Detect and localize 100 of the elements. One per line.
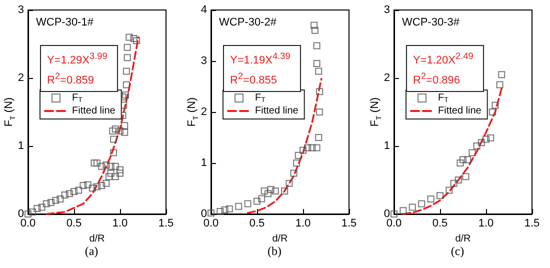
x-tick-label: 0.5: [249, 218, 265, 230]
y-tick-label: 1: [384, 140, 390, 152]
point: [102, 162, 110, 169]
point: [316, 88, 324, 96]
point: [316, 108, 324, 116]
annotation: Y=1.19X$^{4.39}$: [230, 50, 292, 69]
x-axis-title: d/R: [455, 233, 471, 244]
point: [315, 134, 322, 141]
point: [66, 190, 73, 198]
point: [133, 37, 140, 44]
annotation: R$^{2}$=0.859: [47, 70, 95, 88]
point: [94, 160, 100, 166]
text: (a): [84, 244, 100, 259]
point: [130, 35, 138, 42]
point: [294, 152, 302, 159]
point: [313, 144, 320, 152]
point: [313, 60, 320, 68]
point: [112, 162, 119, 170]
point: [488, 108, 496, 116]
point: [94, 183, 100, 190]
point: [121, 128, 128, 136]
point: [110, 149, 118, 156]
x-axis-title: d/R: [89, 233, 105, 244]
point: [400, 207, 407, 214]
point: [482, 136, 490, 143]
point: [48, 198, 54, 206]
y-tick-label: 0: [200, 208, 207, 220]
y-tick-label: 4: [200, 4, 207, 16]
point: [258, 195, 266, 202]
point: [460, 156, 466, 164]
x-tick-label: 0.0: [386, 218, 402, 230]
point: [56, 196, 64, 203]
x-tick-label: 0.0: [203, 218, 219, 230]
point: [313, 42, 320, 50]
point: [308, 144, 316, 152]
point: [226, 205, 233, 212]
text-box: Y=1.19X$^{4.39}$ R$^{2}$=0.855: [223, 45, 301, 92]
x-tick-label: 1.0: [112, 218, 128, 230]
x-tick-label: 1.0: [478, 218, 494, 230]
point: [408, 204, 416, 211]
y-tick-label: 1: [18, 140, 24, 152]
point: [462, 173, 470, 180]
point: [75, 186, 82, 194]
point: [427, 196, 434, 203]
annotation: R$^{2}$=0.896: [413, 70, 461, 88]
point: [235, 202, 242, 210]
point: [90, 160, 98, 166]
y-tick-label: 2: [384, 72, 390, 84]
x-tick-label: 1.0: [295, 218, 311, 230]
point: [84, 181, 92, 188]
point: [61, 191, 68, 198]
text-box: Y=1.29X$^{3.99}$ R$^{2}$=0.859: [40, 45, 118, 92]
point: [98, 182, 106, 189]
point: [122, 92, 130, 98]
point: [300, 146, 306, 154]
x-tick-label: 1.5: [158, 218, 174, 230]
point: [390, 210, 398, 218]
text: (c): [450, 244, 466, 259]
point: [310, 22, 318, 29]
point: [436, 192, 444, 200]
point: [244, 200, 252, 208]
text: WCP-30-1#: [36, 16, 94, 28]
point: [208, 209, 214, 216]
y-tick-label: 3: [384, 4, 390, 16]
y-tick-label: 0: [18, 208, 24, 220]
point: [112, 126, 119, 132]
point: [116, 170, 124, 177]
text-box: Y=1.20X$^{2.49}$ R$^{2}$=0.896: [406, 45, 484, 92]
point: [126, 34, 133, 41]
legend-label: Fitted line: [438, 106, 482, 116]
point: [88, 184, 96, 192]
point: [290, 170, 298, 177]
point: [52, 196, 60, 204]
point: [446, 186, 453, 194]
point: [121, 122, 128, 130]
point: [221, 206, 228, 214]
point: [102, 180, 110, 187]
point: [29, 208, 36, 216]
x-tick-label: 0.5: [66, 218, 82, 230]
point: [24, 210, 32, 218]
point: [110, 136, 118, 143]
y-tick-label: 3: [18, 4, 24, 16]
x-tick-label: 1.5: [524, 218, 540, 230]
legend-label: Fitted line: [72, 106, 116, 116]
point: [109, 128, 116, 135]
point: [454, 176, 462, 184]
point: [34, 205, 41, 212]
point: [38, 204, 46, 211]
text: WCP-30-3#: [402, 16, 460, 28]
point: [456, 160, 464, 166]
point: [254, 198, 260, 205]
point: [478, 139, 485, 146]
annotation: R$^{2}$=0.855: [230, 70, 278, 88]
point: [107, 170, 114, 177]
point: [450, 180, 458, 187]
annotation: Y=1.29X$^{3.99}$: [47, 50, 108, 69]
point: [286, 180, 293, 187]
point: [112, 173, 119, 180]
point: [267, 186, 274, 194]
point: [304, 144, 312, 152]
